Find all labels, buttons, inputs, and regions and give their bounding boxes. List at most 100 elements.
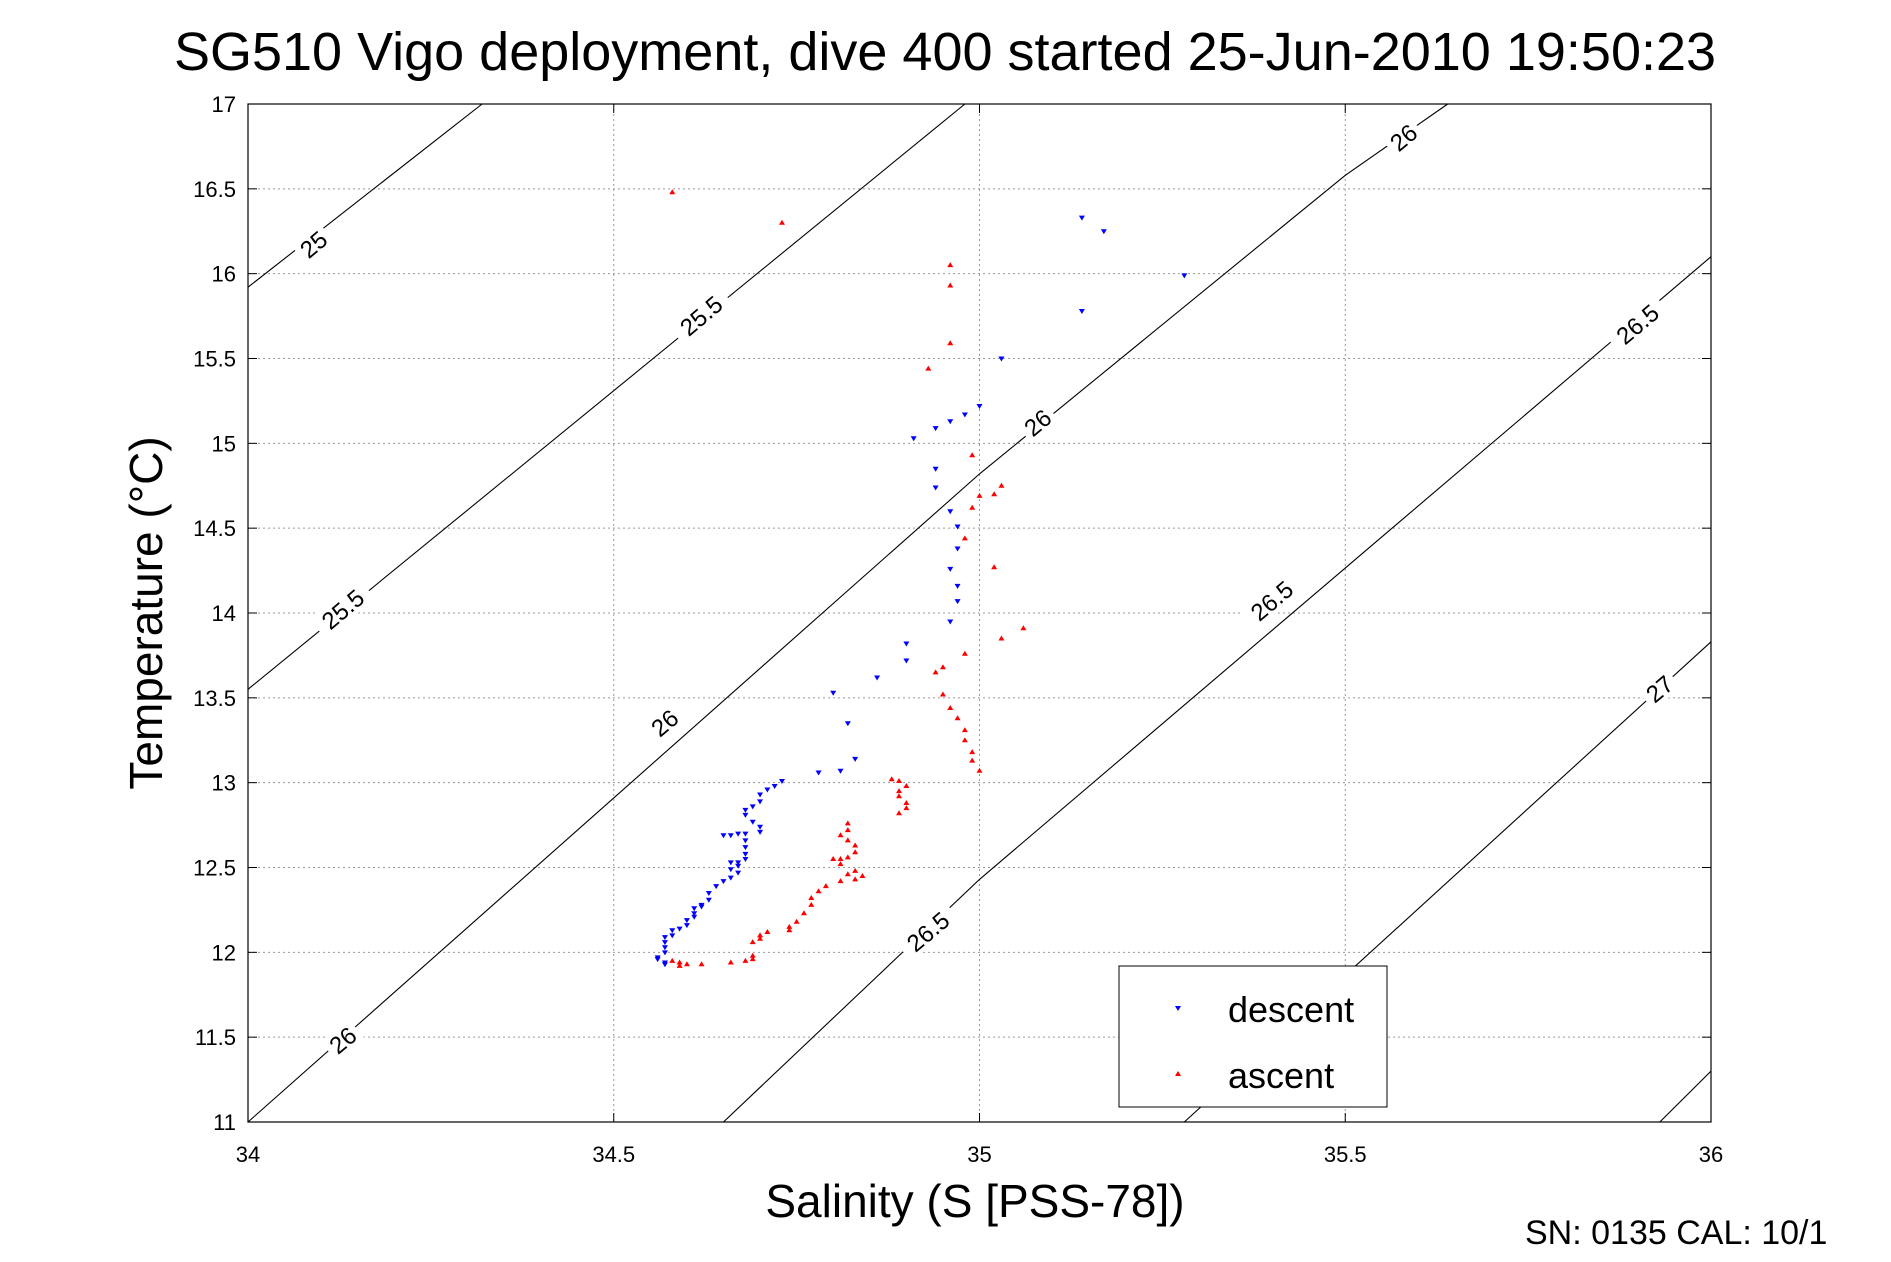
- ascent-point: [808, 901, 815, 907]
- ascent-point: [969, 452, 976, 458]
- ascent-point: [859, 872, 866, 878]
- descent-point: [691, 906, 698, 912]
- legend-marker-ascent: [1175, 1071, 1181, 1076]
- ascent-point: [991, 491, 998, 497]
- ascent-point: [896, 793, 903, 799]
- y-tick-label: 12.5: [193, 856, 236, 881]
- descent-point: [661, 940, 668, 946]
- descent-point: [749, 804, 756, 810]
- descent-point: [954, 524, 961, 530]
- descent-point: [742, 857, 749, 863]
- descent-point: [669, 928, 676, 934]
- density-contour-line: [247, 103, 483, 288]
- descent-point: [705, 897, 712, 903]
- ascent-point: [888, 776, 895, 782]
- ascent-point: [852, 876, 859, 882]
- ascent-point: [837, 832, 844, 838]
- ascent-point: [844, 820, 851, 826]
- ascent-point: [954, 715, 961, 721]
- descent-point: [954, 583, 961, 589]
- x-tick-label: 34.5: [592, 1142, 635, 1167]
- ascent-point: [844, 827, 851, 833]
- descent-point: [661, 935, 668, 941]
- ascent-point: [961, 737, 968, 743]
- y-tick-label: 13: [212, 771, 236, 796]
- descent-point: [676, 926, 683, 932]
- ascent-point: [903, 783, 910, 789]
- y-tick-label: 17: [212, 92, 236, 117]
- descent-point: [961, 412, 968, 418]
- x-tick-label: 35: [967, 1142, 991, 1167]
- ascent-point: [837, 878, 844, 884]
- descent-point: [1181, 273, 1188, 279]
- ascent-point: [969, 757, 976, 763]
- descent-point: [691, 914, 698, 920]
- ascent-point: [815, 888, 822, 894]
- ascent-point: [793, 918, 800, 924]
- ascent-point: [1020, 625, 1027, 631]
- descent-point: [727, 867, 734, 873]
- ascent-point: [903, 800, 910, 806]
- ascent-point: [822, 883, 829, 889]
- ascent-point: [925, 365, 932, 371]
- descent-point: [757, 824, 764, 830]
- ascent-point: [998, 482, 1005, 488]
- descent-point: [830, 690, 837, 696]
- descent-point: [954, 599, 961, 605]
- x-axis-title: Salinity (S [PSS-78]): [765, 1175, 1184, 1227]
- descent-point: [742, 807, 749, 813]
- density-contour-line: [1659, 1070, 1712, 1123]
- ascent-point: [896, 777, 903, 783]
- ascent-point: [961, 535, 968, 541]
- descent-point: [705, 890, 712, 896]
- ascent-point: [939, 691, 946, 697]
- descent-point: [749, 819, 756, 825]
- contour-label-bg: [1238, 569, 1305, 631]
- contour-label-bg: [894, 900, 961, 962]
- ascent-point: [991, 564, 998, 570]
- y-axis-title: Temperature (°C): [120, 436, 172, 789]
- series-markers: [654, 189, 1188, 968]
- descent-point: [903, 641, 910, 647]
- legend-label-ascent: ascent: [1228, 1055, 1334, 1096]
- descent-point: [947, 509, 954, 515]
- descent-point: [932, 466, 939, 472]
- x-tick-label: 35.5: [1324, 1142, 1367, 1167]
- ascent-series: [669, 189, 1027, 968]
- descent-point: [771, 784, 778, 790]
- contour-label-bg: [1637, 667, 1682, 711]
- ascent-point: [969, 749, 976, 755]
- ascent-point: [742, 957, 749, 963]
- descent-point: [874, 675, 881, 681]
- ascent-point: [698, 961, 705, 967]
- descent-point: [976, 404, 983, 410]
- ascent-point: [830, 856, 837, 862]
- ascent-point: [852, 849, 859, 855]
- descent-point: [1100, 229, 1107, 235]
- ascent-point: [749, 952, 756, 958]
- descent-point: [757, 792, 764, 798]
- calibration-footer: SN: 0135 CAL: 10/1: [1525, 1214, 1827, 1252]
- descent-point: [947, 419, 954, 425]
- descent-point: [720, 879, 727, 885]
- descent-point: [837, 768, 844, 774]
- ascent-point: [998, 635, 1005, 641]
- ascent-point: [844, 837, 851, 843]
- ascent-point: [961, 650, 968, 656]
- legend-label-descent: descent: [1228, 989, 1354, 1030]
- ascent-point: [764, 928, 771, 934]
- descent-point: [654, 957, 661, 963]
- descent-point: [683, 918, 690, 924]
- y-tick-label: 16: [212, 262, 236, 287]
- ascent-point: [757, 935, 764, 941]
- contour-label-bg: [1381, 115, 1426, 159]
- ascent-point: [896, 788, 903, 794]
- ascent-point: [749, 956, 756, 962]
- ascent-point: [947, 705, 954, 711]
- ascent-point: [676, 959, 683, 965]
- descent-point: [735, 831, 742, 837]
- descent-point: [698, 904, 705, 910]
- ascent-point: [932, 669, 939, 675]
- ascent-point: [786, 927, 793, 933]
- descent-point: [757, 829, 764, 835]
